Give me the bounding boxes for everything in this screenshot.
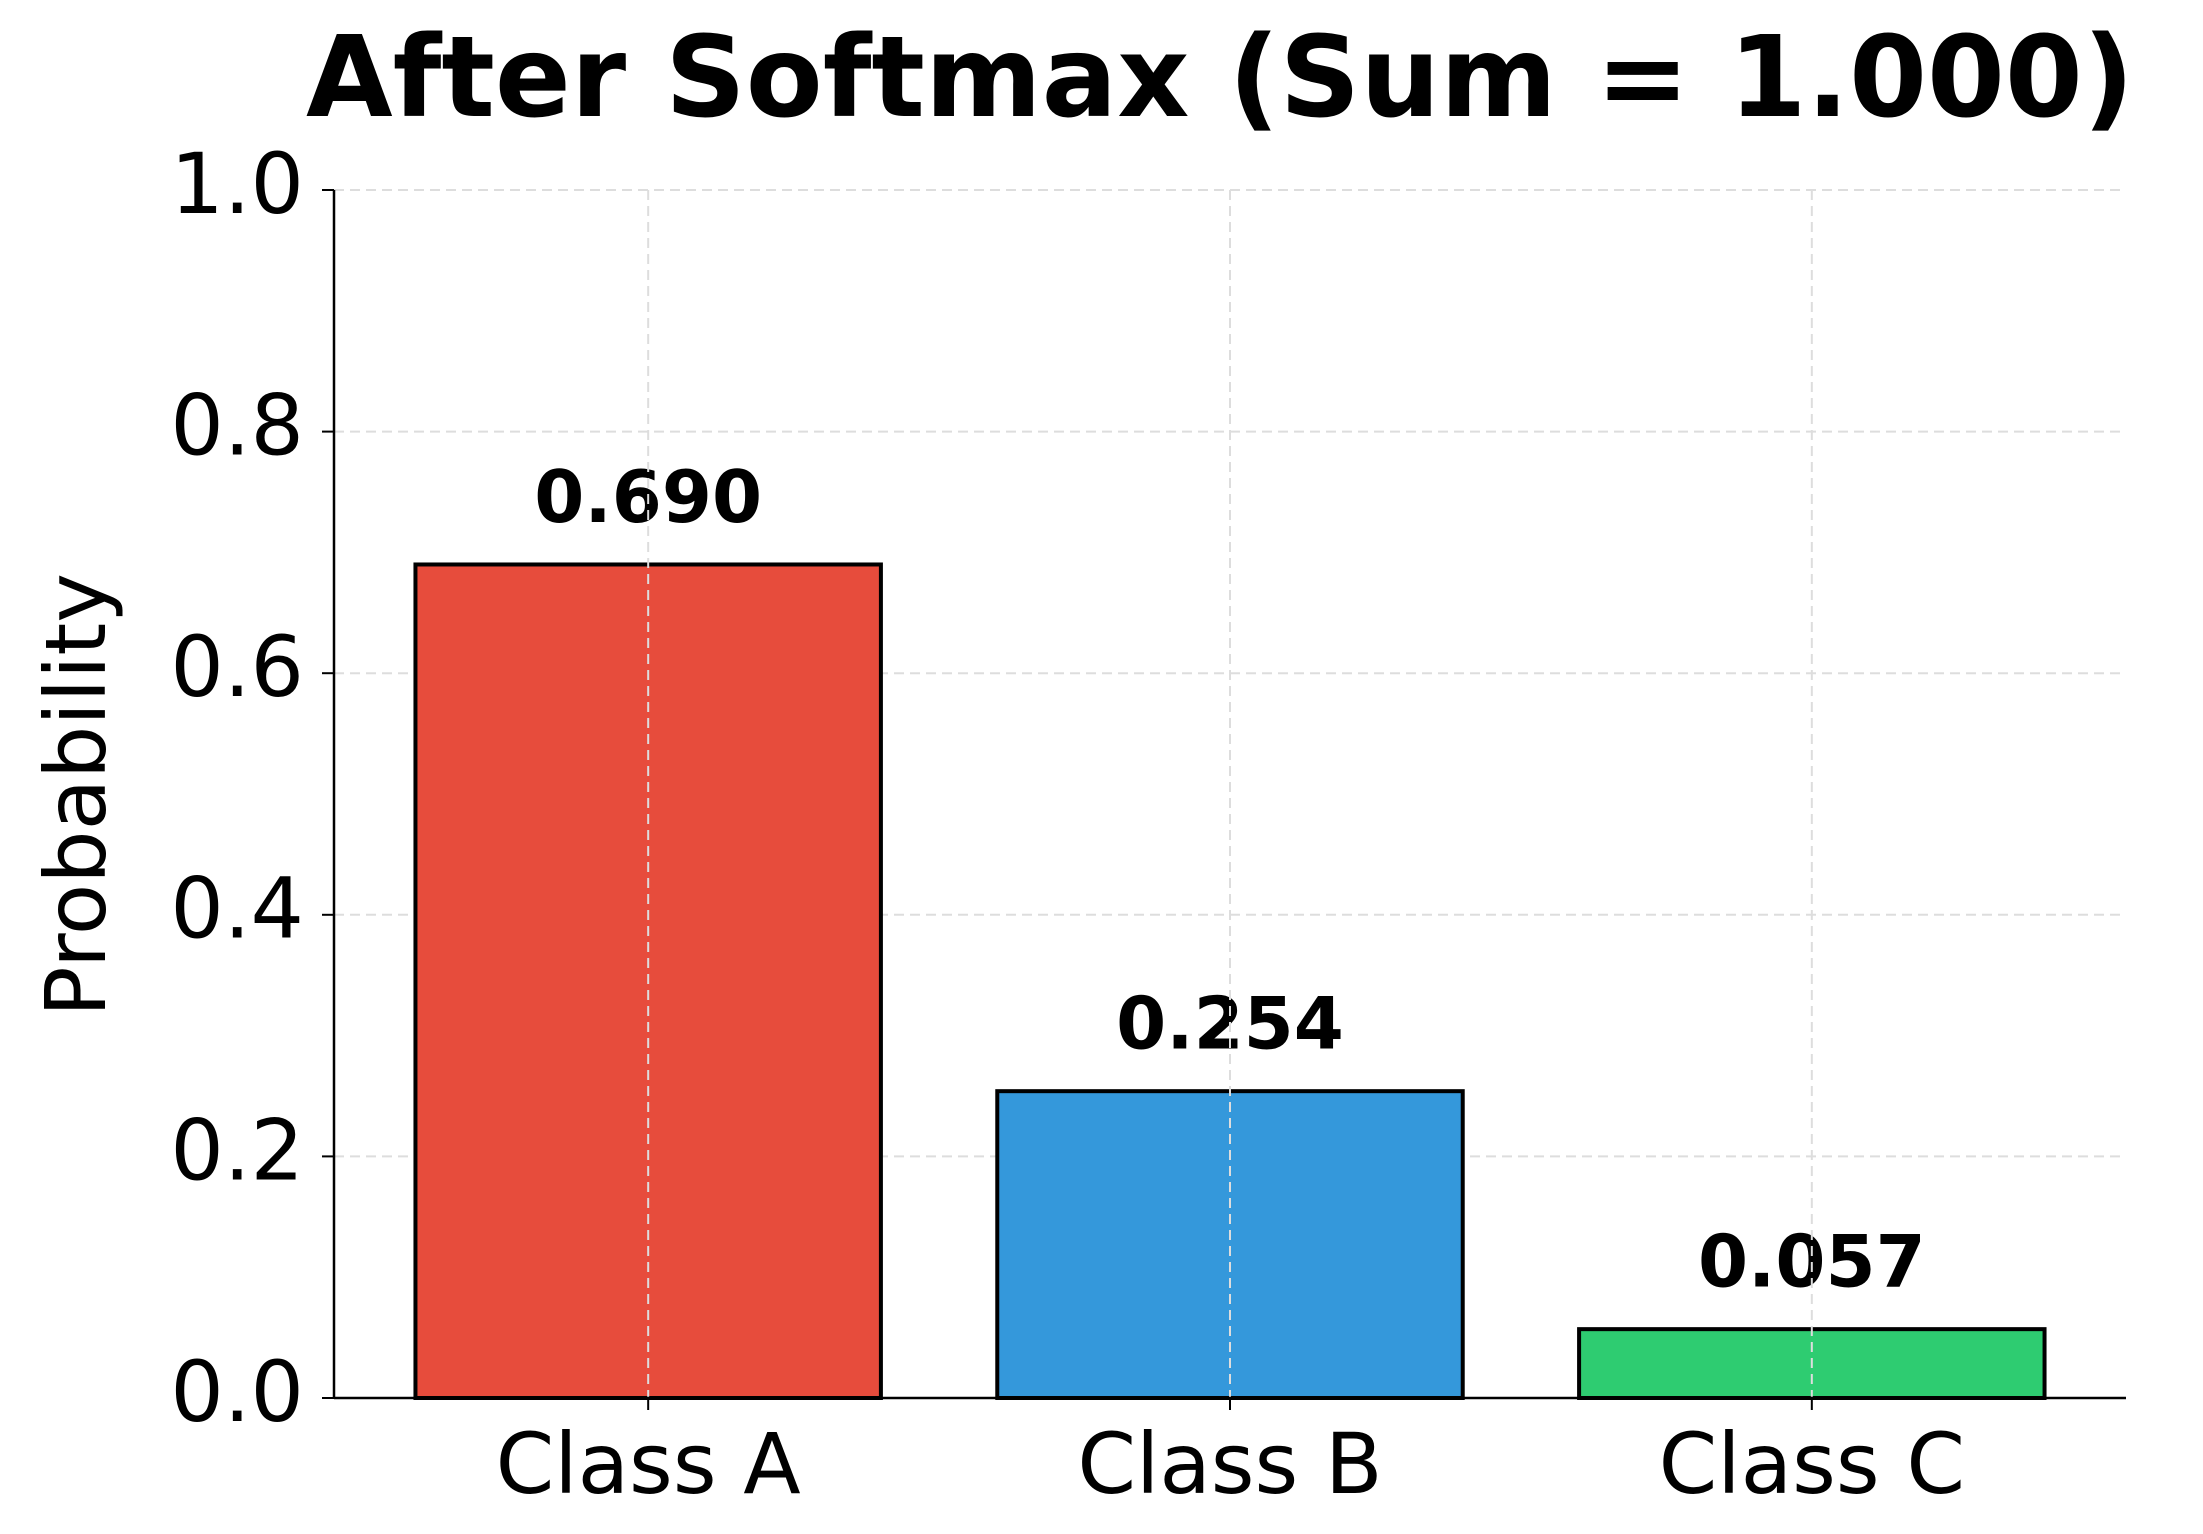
x-tick-label: Class C (1659, 1415, 1965, 1513)
y-tick-label: 0.0 (170, 1343, 304, 1441)
y-tick-label: 0.4 (170, 860, 304, 958)
y-tick-label: 1.0 (170, 135, 304, 233)
x-tick-label: Class A (496, 1415, 801, 1513)
y-tick-label: 0.6 (170, 618, 304, 716)
x-tick-label: Class B (1077, 1415, 1382, 1513)
chart-title: After Softmax (Sum = 1.000) (306, 13, 2134, 143)
y-axis-label: Probability (27, 573, 125, 1017)
y-tick-label: 0.2 (170, 1101, 304, 1199)
y-tick-label: 0.8 (170, 377, 304, 475)
